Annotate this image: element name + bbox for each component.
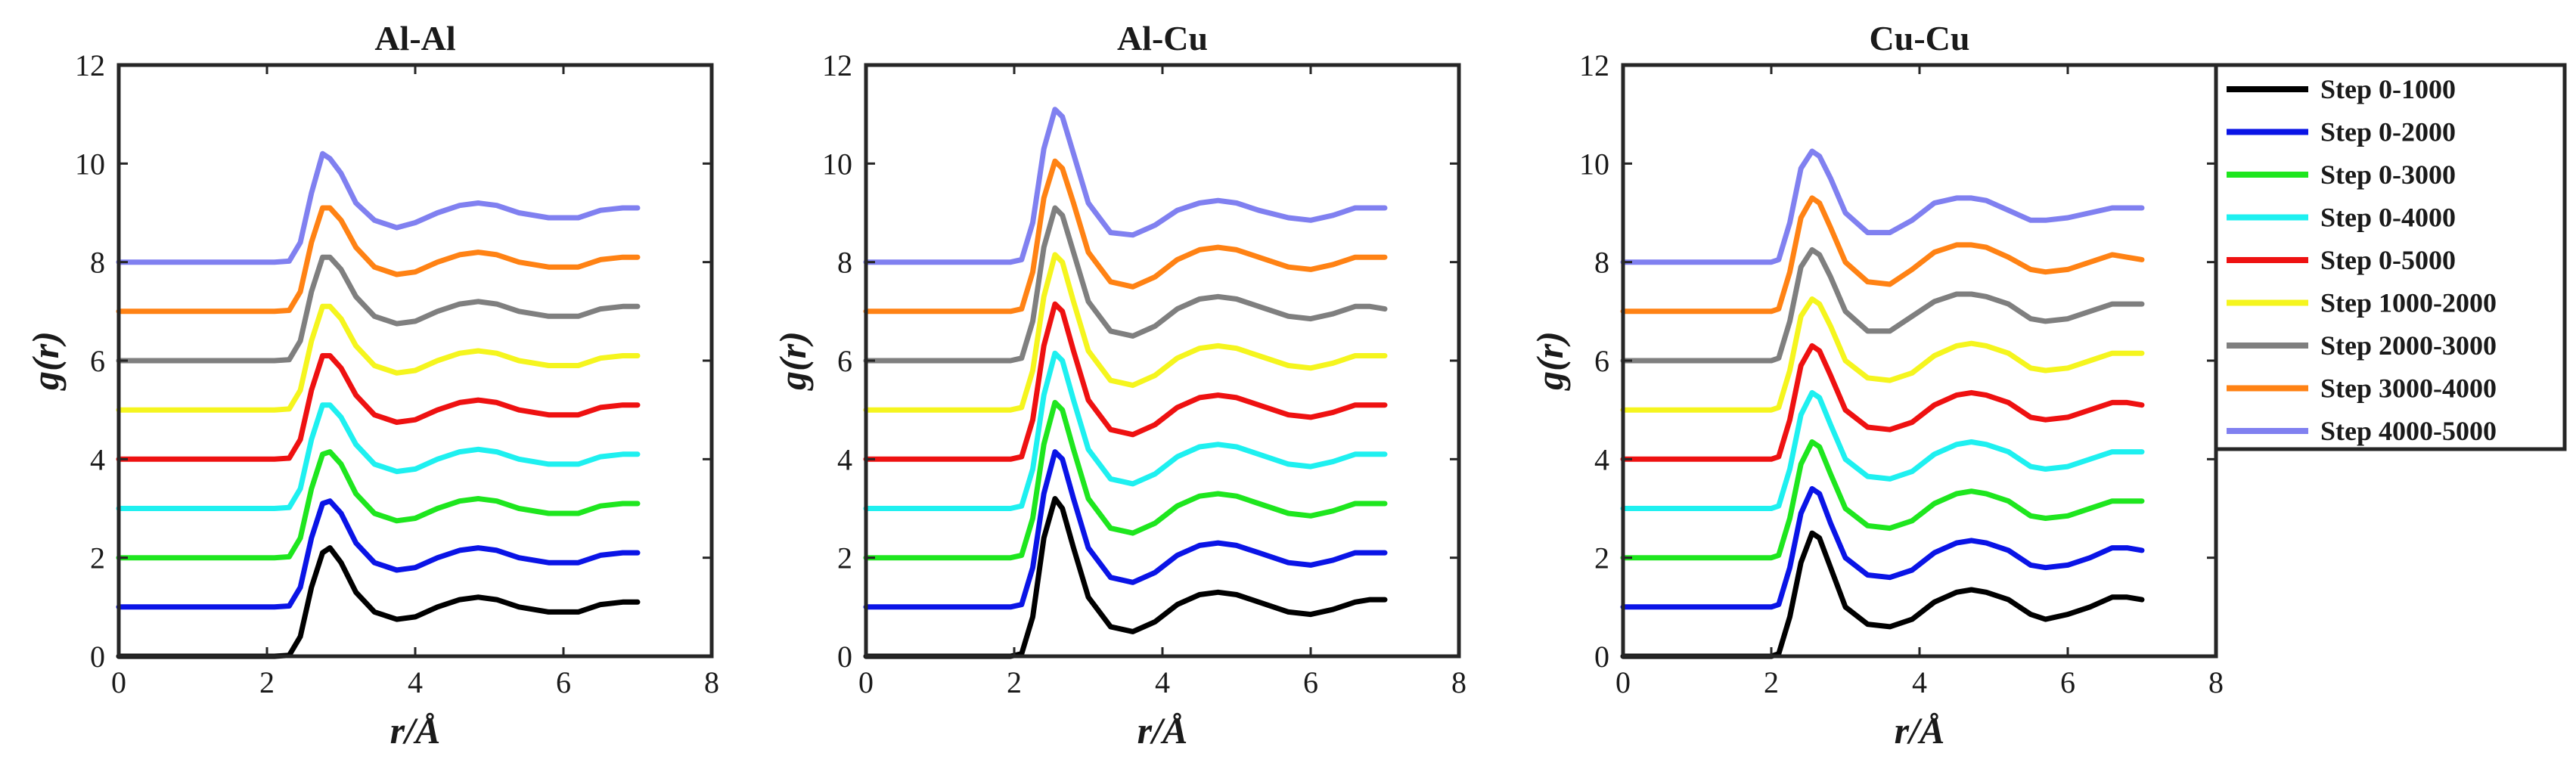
y-tick-label: 10	[1579, 147, 1609, 181]
legend-entry-step-2000-3000: Step 2000-3000	[2227, 330, 2497, 361]
series-line-al-cu-step-4000-5000	[863, 107, 1388, 265]
y-tick-label: 0	[90, 640, 105, 674]
x-axis-label: r/Å	[1895, 709, 1945, 752]
x-tick-label: 8	[2208, 665, 2224, 699]
panel-al-cu: Al-Cu 0 2 4 6 8 0 2 4 6 8 10 12 r/Å g(r)	[771, 19, 1466, 752]
x-tick-label: 6	[1303, 665, 1318, 699]
y-tick-label: 12	[822, 48, 852, 82]
series-line-cu-cu-step-1000-2000	[1620, 296, 2145, 413]
series-line-al-al-step-0-3000	[116, 449, 641, 561]
x-axis-label: r/Å	[1137, 709, 1188, 752]
y-tick-label: 0	[837, 640, 852, 674]
series-line-cu-cu-step-2000-3000	[1620, 246, 2145, 364]
y-tick-label: 4	[1594, 442, 1609, 476]
series-line-al-al-step-0-2000	[116, 498, 641, 610]
y-tick-label: 6	[1594, 344, 1609, 378]
legend-entry-step-0-1000: Step 0-1000	[2227, 74, 2456, 104]
panel-cu-cu: Cu-Cu 0 2 4 6 8 0 2 4 6 8 10 12 r/Å g(r)	[1529, 19, 2224, 752]
y-tick-label: 2	[90, 541, 105, 575]
x-tick-label: 4	[1155, 665, 1170, 699]
legend-label: Step 2000-3000	[2320, 330, 2497, 361]
series-line-al-cu-step-0-4000	[863, 350, 1388, 511]
legend-entry-step-0-4000: Step 0-4000	[2227, 203, 2456, 233]
x-tick-label: 2	[1007, 665, 1022, 699]
y-tick-label: 6	[837, 344, 852, 378]
series-line-cu-cu-step-0-2000	[1620, 485, 2145, 610]
y-axis-label: g(r)	[1529, 331, 1571, 391]
series-line-al-cu-step-0-3000	[863, 399, 1388, 561]
x-tick-label: 0	[111, 665, 126, 699]
legend-label: Step 0-5000	[2320, 245, 2456, 275]
x-tick-label: 8	[1451, 665, 1466, 699]
panel-al-al: Al-Al 0 2 4 6 8 0 2 4 6 8 10 12 r/Å g(r)	[24, 19, 719, 752]
series-line-al-al-step-2000-3000	[116, 254, 641, 364]
legend-entry-step-0-3000: Step 0-3000	[2227, 160, 2456, 190]
legend: Step 0-1000 Step 0-2000 Step 0-3000 Step 0-…	[2214, 63, 2567, 451]
legend-label: Step 0-4000	[2320, 203, 2456, 233]
series-line-cu-cu-step-0-3000	[1620, 439, 2145, 561]
y-tick-label: 6	[90, 344, 105, 378]
legend-label: Step 0-2000	[2320, 117, 2456, 147]
series-line-al-cu-step-0-5000	[863, 301, 1388, 462]
legend-entry-step-4000-5000: Step 4000-5000	[2227, 416, 2497, 446]
legend-entry-step-3000-4000: Step 3000-4000	[2227, 374, 2497, 404]
y-tick-label: 12	[75, 48, 105, 82]
legend-entry-step-1000-2000: Step 1000-2000	[2227, 288, 2497, 318]
series-line-al-al-step-0-5000	[116, 353, 641, 462]
y-tick-label: 8	[90, 246, 105, 280]
x-tick-label: 8	[704, 665, 719, 699]
y-tick-label: 4	[90, 442, 105, 476]
series-line-cu-cu-step-4000-5000	[1620, 148, 2145, 265]
series-line-al-cu-step-0-1000	[863, 496, 1388, 659]
legend-label: Step 3000-4000	[2320, 374, 2497, 404]
series-line-al-cu-step-0-2000	[863, 449, 1388, 610]
series-line-al-cu-step-3000-4000	[863, 158, 1388, 315]
series-line-al-al-step-0-1000	[116, 545, 641, 659]
x-tick-label: 4	[408, 665, 423, 699]
y-axis-label: g(r)	[24, 331, 67, 391]
x-tick-label: 6	[556, 665, 571, 699]
y-axis-label: g(r)	[771, 331, 814, 391]
legend-label: Step 1000-2000	[2320, 288, 2497, 318]
series-line-al-al-step-0-4000	[116, 402, 641, 511]
y-tick-label: 8	[1594, 246, 1609, 280]
series-line-cu-cu-step-0-4000	[1620, 389, 2145, 511]
y-tick-label: 2	[837, 541, 852, 575]
legend-label: Step 0-1000	[2320, 74, 2456, 104]
y-tick-label: 10	[75, 147, 105, 181]
legend-entry-step-0-2000: Step 0-2000	[2227, 117, 2456, 147]
legend-label: Step 0-3000	[2320, 160, 2456, 190]
y-tick-label: 8	[837, 246, 852, 280]
x-tick-label: 2	[1764, 665, 1779, 699]
x-tick-label: 0	[1615, 665, 1631, 699]
x-axis-label: r/Å	[390, 709, 441, 752]
panel-title-cu-cu: Cu-Cu	[1870, 19, 1970, 57]
series-line-al-cu-step-1000-2000	[863, 252, 1388, 413]
series-line-al-cu-step-2000-3000	[863, 205, 1388, 364]
y-tick-label: 0	[1594, 640, 1609, 674]
panel-title-al-al: Al-Al	[374, 19, 455, 57]
legend-label: Step 4000-5000	[2320, 416, 2497, 446]
x-tick-label: 0	[858, 665, 874, 699]
series-line-al-al-step-4000-5000	[116, 150, 641, 265]
series-line-al-al-step-1000-2000	[116, 303, 641, 413]
x-tick-label: 2	[259, 665, 275, 699]
x-tick-label: 6	[2060, 665, 2075, 699]
panel-title-al-cu: Al-Cu	[1117, 19, 1208, 57]
x-tick-label: 4	[1912, 665, 1927, 699]
y-tick-label: 12	[1579, 48, 1609, 82]
y-tick-label: 2	[1594, 541, 1609, 575]
legend-entry-step-0-5000: Step 0-5000	[2227, 245, 2456, 275]
y-tick-label: 10	[822, 147, 852, 181]
series-line-cu-cu-step-3000-4000	[1620, 195, 2145, 315]
series-line-al-al-step-3000-4000	[116, 205, 641, 315]
series-line-cu-cu-step-0-5000	[1620, 343, 2145, 462]
series-line-cu-cu-step-0-1000	[1620, 530, 2145, 659]
y-tick-label: 4	[837, 442, 852, 476]
